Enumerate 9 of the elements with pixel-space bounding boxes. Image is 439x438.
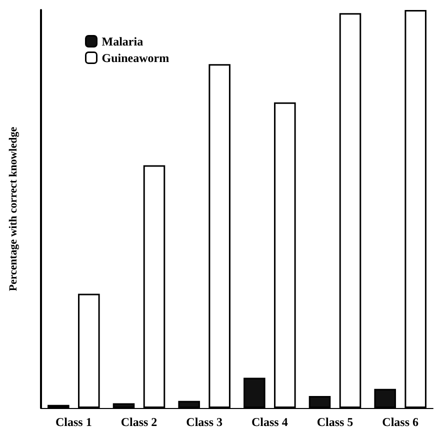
x-tick-label: Class 6	[382, 415, 419, 429]
x-tick-label: Class 1	[55, 415, 92, 429]
x-tick-label: Class 2	[120, 415, 158, 429]
legend-label: Guineaworm	[102, 50, 170, 65]
x-tick-label: Class 5	[316, 415, 354, 429]
y-axis-title: Percentage with correct knowledge	[8, 126, 20, 292]
x-tick-label: Class 4	[251, 415, 288, 429]
x-tick-label: Class 3	[186, 415, 223, 429]
legend-label: Malaria	[102, 34, 144, 48]
